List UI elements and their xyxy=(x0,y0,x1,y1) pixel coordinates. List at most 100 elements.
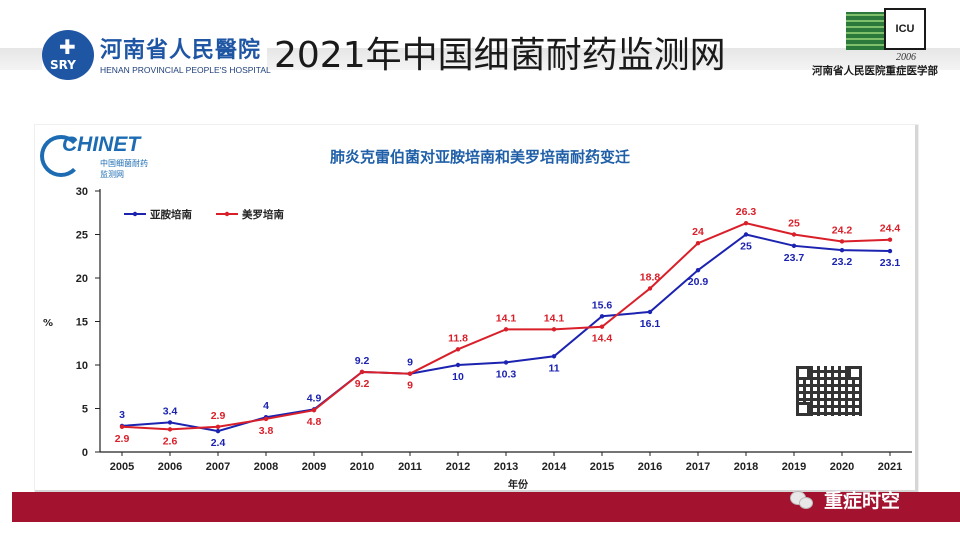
data-point xyxy=(455,362,461,368)
data-label: 23.7 xyxy=(784,252,805,264)
data-label: 2.9 xyxy=(211,410,226,422)
y-tick-label: 15 xyxy=(76,317,88,329)
chart-title: 肺炎克雷伯菌对亚胺培南和美罗培南耐药变迁 xyxy=(330,148,631,166)
x-tick-label: 2011 xyxy=(398,461,422,473)
x-tick-label: 2014 xyxy=(542,461,567,473)
data-point xyxy=(647,309,653,315)
chart-panel xyxy=(35,125,918,493)
cross-icon: ✚ xyxy=(59,35,76,59)
data-point xyxy=(695,241,701,246)
slide-title: 2021年中国细菌耐药监测网 xyxy=(274,35,726,76)
data-point xyxy=(503,327,509,332)
hospital-logo: ✚ SRY 河南省人民醫院 HENAN PROVINCIAL PEOPLE'S … xyxy=(42,28,271,82)
data-point xyxy=(695,267,701,273)
data-label: 11.8 xyxy=(448,332,468,344)
y-tick-label: 30 xyxy=(76,186,88,198)
data-label: 18.8 xyxy=(640,271,661,283)
data-point xyxy=(119,424,125,429)
data-label: 11 xyxy=(548,362,559,374)
x-tick-label: 2007 xyxy=(206,461,230,473)
data-label: 10.3 xyxy=(496,368,517,380)
data-label: 14.1 xyxy=(544,312,565,324)
data-label: 4 xyxy=(263,400,269,412)
data-point xyxy=(743,220,749,226)
data-point xyxy=(839,239,845,244)
legend-label: 美罗培南 xyxy=(242,208,284,221)
data-point xyxy=(455,347,461,352)
chinet-logo-sub1: 中国细菌耐药 xyxy=(100,159,148,168)
y-tick-label: 5 xyxy=(82,404,88,416)
x-tick-label: 2013 xyxy=(494,461,518,473)
data-point xyxy=(791,232,797,237)
data-point xyxy=(407,371,413,376)
hospital-emblem-text: SRY xyxy=(50,58,76,72)
legend-label: 亚胺培南 xyxy=(150,208,192,221)
data-label: 23.2 xyxy=(832,256,853,268)
series-line-2 xyxy=(121,222,891,431)
building-icon xyxy=(846,12,884,50)
x-tick-label: 2006 xyxy=(158,461,182,473)
y-tick-label: 25 xyxy=(76,230,88,242)
data-label: 25 xyxy=(788,218,800,230)
data-label: 25 xyxy=(740,241,752,253)
x-axis-label: 年份 xyxy=(508,478,529,491)
data-point xyxy=(599,314,605,319)
y-tick-label: 20 xyxy=(76,273,88,285)
wechat-watermark: 重症时空 xyxy=(790,484,900,514)
chinet-logo-sub2: 监测网 xyxy=(100,170,124,179)
data-point xyxy=(167,427,173,432)
icu-logo: ICU 2006 河南省人民医院重症医学部 xyxy=(812,8,942,84)
x-tick-label: 2010 xyxy=(350,461,374,473)
data-label: 2.4 xyxy=(211,437,226,449)
data-label: 23.1 xyxy=(880,257,901,269)
data-label: 15.6 xyxy=(592,299,613,311)
x-tick-label: 2019 xyxy=(782,461,806,473)
data-point xyxy=(647,286,653,291)
qr-code xyxy=(796,366,862,416)
data-point xyxy=(167,420,173,425)
x-tick-label: 2012 xyxy=(446,461,470,473)
x-tick-label: 2016 xyxy=(638,461,662,473)
data-label: 26.3 xyxy=(736,206,757,218)
data-point xyxy=(359,369,365,375)
data-label: 14.4 xyxy=(592,333,613,345)
data-label: 16.1 xyxy=(640,318,661,330)
chinet-logo: CHINET 中国细菌耐药 监测网 xyxy=(40,133,170,179)
x-tick-label: 2020 xyxy=(830,461,854,473)
data-label: 2.9 xyxy=(115,433,130,445)
x-tick-label: 2018 xyxy=(734,461,758,473)
data-label: 20.9 xyxy=(688,276,709,288)
y-axis-label: % xyxy=(43,318,53,329)
data-point xyxy=(215,424,221,429)
data-point xyxy=(839,247,845,253)
icu-logo-text: ICU xyxy=(884,8,926,50)
data-label: 9.2 xyxy=(355,355,370,367)
data-point xyxy=(791,243,797,249)
legend-marker xyxy=(224,211,230,217)
x-tick-label: 2015 xyxy=(590,461,614,473)
chinet-globe-icon xyxy=(40,135,82,177)
y-tick-label: 10 xyxy=(76,360,88,372)
data-label: 4.9 xyxy=(307,392,322,404)
data-point xyxy=(215,428,221,434)
qr-corner xyxy=(848,366,862,380)
x-tick-label: 2009 xyxy=(302,461,326,473)
data-point xyxy=(887,237,893,242)
x-tick-label: 2017 xyxy=(686,461,710,473)
data-label: 14.1 xyxy=(496,312,517,324)
data-label: 3.4 xyxy=(163,405,178,417)
data-label: 3 xyxy=(119,409,125,421)
data-point xyxy=(551,327,557,332)
icu-logo-name: 河南省人民医院重症医学部 xyxy=(812,65,938,77)
data-label: 9 xyxy=(407,357,413,369)
hospital-name-cn: 河南省人民醫院 xyxy=(100,37,262,63)
hospital-name-en: HENAN PROVINCIAL PEOPLE'S HOSPITAL xyxy=(100,65,271,75)
x-tick-label: 2005 xyxy=(110,461,134,473)
data-point xyxy=(263,416,269,422)
data-point xyxy=(503,360,509,365)
data-label: 9 xyxy=(407,380,413,392)
data-point xyxy=(599,324,605,329)
y-tick-label: 0 xyxy=(82,447,88,459)
data-label: 3.8 xyxy=(259,425,274,437)
